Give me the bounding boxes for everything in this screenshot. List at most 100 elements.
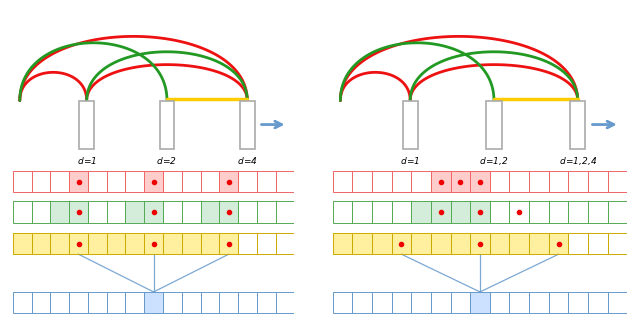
Bar	[529, 292, 548, 313]
Bar	[403, 100, 418, 149]
Bar	[333, 233, 412, 254]
Bar	[470, 171, 490, 192]
Bar	[107, 292, 125, 313]
Bar	[238, 202, 257, 222]
Bar	[276, 292, 294, 313]
Bar	[548, 292, 568, 313]
Bar	[182, 171, 200, 192]
Bar	[372, 292, 392, 313]
Bar	[392, 202, 412, 222]
Bar	[69, 292, 88, 313]
Text: $d\!=\!$1,2,4: $d\!=\!$1,2,4	[559, 155, 596, 167]
Bar	[31, 202, 51, 222]
Bar	[412, 202, 490, 222]
Bar	[238, 233, 257, 254]
Bar	[548, 202, 568, 222]
Bar	[257, 202, 276, 222]
Bar	[107, 233, 125, 254]
Bar	[51, 233, 69, 254]
Bar	[125, 233, 144, 254]
Bar	[200, 202, 220, 222]
Bar	[470, 292, 490, 313]
Bar	[51, 171, 69, 192]
Bar	[51, 292, 69, 313]
Text: $d\!=\!$2: $d\!=\!$2	[156, 155, 177, 166]
Bar	[31, 233, 51, 254]
Bar	[588, 233, 607, 254]
Bar	[470, 202, 490, 222]
Bar	[88, 171, 107, 192]
Bar	[163, 171, 182, 192]
Bar	[392, 292, 412, 313]
Bar	[353, 292, 372, 313]
Bar	[200, 202, 238, 222]
Bar	[490, 171, 509, 192]
Bar	[353, 233, 372, 254]
Bar	[13, 292, 31, 313]
Bar	[238, 171, 257, 192]
Bar	[220, 233, 238, 254]
Bar	[451, 202, 470, 222]
Bar	[238, 292, 257, 313]
Bar	[13, 171, 31, 192]
Bar	[257, 292, 276, 313]
Bar	[276, 202, 294, 222]
Bar	[13, 202, 31, 222]
Bar	[69, 202, 88, 222]
Bar	[607, 233, 627, 254]
Bar	[125, 202, 163, 222]
Bar	[257, 233, 276, 254]
Bar	[509, 171, 529, 192]
Bar	[220, 202, 238, 222]
Bar	[125, 202, 144, 222]
Bar	[31, 171, 51, 192]
Bar	[431, 233, 451, 254]
Bar	[200, 292, 220, 313]
Bar	[182, 233, 200, 254]
Bar	[548, 233, 568, 254]
Bar	[588, 292, 607, 313]
Bar	[372, 171, 392, 192]
Bar	[240, 100, 255, 149]
Bar	[412, 233, 568, 254]
Bar	[333, 171, 353, 192]
Bar	[88, 233, 163, 254]
Bar	[451, 292, 470, 313]
Bar	[372, 202, 392, 222]
Bar	[431, 292, 451, 313]
Bar	[88, 292, 107, 313]
Bar	[431, 171, 490, 192]
Bar	[220, 292, 238, 313]
Text: $d\!=\!$1,2: $d\!=\!$1,2	[479, 155, 509, 167]
Bar	[182, 202, 200, 222]
Bar	[412, 292, 431, 313]
Bar	[88, 202, 107, 222]
Bar	[353, 171, 372, 192]
Bar	[333, 202, 353, 222]
Bar	[353, 202, 372, 222]
Bar	[107, 171, 125, 192]
Bar	[529, 233, 548, 254]
Bar	[607, 292, 627, 313]
Bar	[568, 171, 588, 192]
Bar	[412, 233, 431, 254]
Bar	[529, 171, 548, 192]
Bar	[125, 171, 144, 192]
Bar	[333, 292, 353, 313]
Bar	[529, 202, 548, 222]
Bar	[276, 171, 294, 192]
Bar	[568, 292, 588, 313]
Bar	[490, 202, 509, 222]
Bar	[451, 233, 470, 254]
Bar	[200, 171, 220, 192]
Bar	[220, 171, 238, 192]
Bar	[509, 233, 529, 254]
Bar	[144, 202, 163, 222]
Text: $d\!=\!$4: $d\!=\!$4	[237, 155, 258, 166]
Bar	[570, 100, 586, 149]
Bar	[486, 100, 502, 149]
Bar	[257, 171, 276, 192]
Bar	[509, 292, 529, 313]
Text: $d\!=\!$1: $d\!=\!$1	[77, 155, 97, 166]
Bar	[200, 233, 220, 254]
